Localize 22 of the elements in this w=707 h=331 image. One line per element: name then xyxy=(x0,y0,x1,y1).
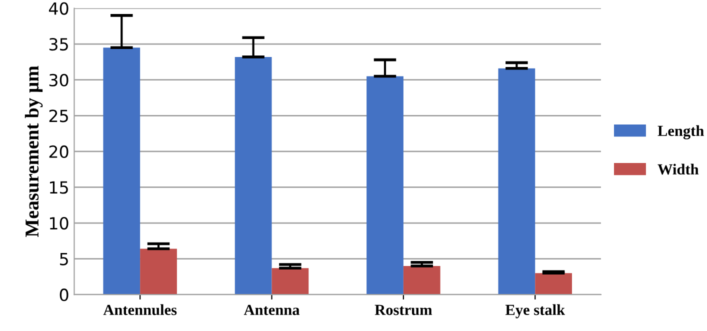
y-tick-label: 15 xyxy=(50,181,68,194)
y-tick-label: 0 xyxy=(60,288,68,302)
y-tick-label: 10 xyxy=(50,216,68,230)
y-tick-label: 30 xyxy=(49,74,68,86)
bar xyxy=(498,68,536,295)
y-tick-label: 5 xyxy=(60,252,68,266)
bar xyxy=(103,48,140,295)
y-tick-label: 40 xyxy=(48,2,68,15)
y-tick-label: 25 xyxy=(49,110,68,122)
x-tick-label: Antennules xyxy=(103,304,177,316)
legend-label: Length xyxy=(658,125,704,140)
y-tick-label: 35 xyxy=(49,38,68,51)
y-axis-title: Measurement by µm xyxy=(24,66,43,237)
bar xyxy=(366,76,404,295)
legend-label: Width xyxy=(658,164,699,175)
bar xyxy=(140,248,177,295)
x-tick-label: Rostrum xyxy=(374,304,432,316)
bar xyxy=(535,273,572,295)
y-tick-label: 20 xyxy=(49,145,68,158)
bar xyxy=(234,56,272,295)
x-tick-label: Antenna xyxy=(244,304,300,316)
x-tick-label: Eye stalk xyxy=(505,304,566,318)
